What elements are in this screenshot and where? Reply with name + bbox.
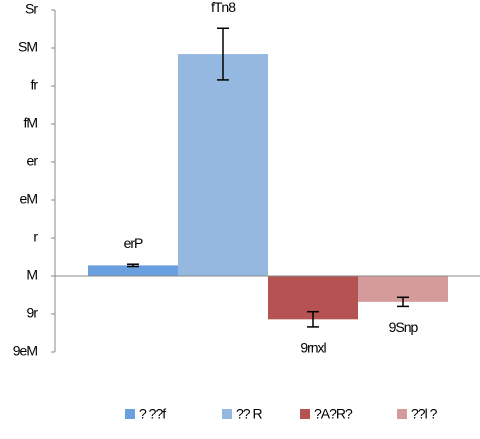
data-label: erP <box>124 235 143 251</box>
error-bar <box>397 296 409 308</box>
data-label: 9Snp <box>389 319 419 335</box>
legend-swatch <box>222 409 232 419</box>
y-tick-label: M <box>26 267 37 283</box>
y-tick-label: r <box>33 229 38 245</box>
y-tick-label: 9eM <box>13 343 38 359</box>
legend-label: ??l ? <box>411 406 438 422</box>
legend-swatch <box>125 409 135 419</box>
y-tick-label: eM <box>20 191 38 207</box>
bar <box>178 54 268 276</box>
legend-label: ?A?R? <box>314 406 353 422</box>
y-tick-label: SM <box>18 39 37 55</box>
error-bar <box>127 263 139 268</box>
y-tick-label: fM <box>23 115 37 131</box>
data-label: 9rnxl <box>300 340 326 356</box>
legend-label: ?? R <box>236 406 262 422</box>
error-bar <box>307 310 319 328</box>
y-tick-label: er <box>27 153 39 169</box>
legend-label: ? ??f <box>139 406 166 422</box>
data-label: fTn8 <box>211 0 236 15</box>
y-tick-label: fr <box>30 77 38 93</box>
legend-swatch <box>397 409 407 419</box>
bar <box>88 265 178 276</box>
error-bar <box>217 27 229 81</box>
legend-swatch <box>300 409 310 419</box>
y-tick-label: Sr <box>25 1 38 17</box>
y-tick-label: 9r <box>27 305 39 321</box>
